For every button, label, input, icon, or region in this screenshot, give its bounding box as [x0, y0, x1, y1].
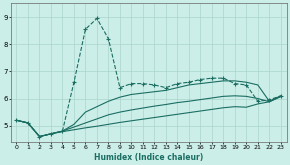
X-axis label: Humidex (Indice chaleur): Humidex (Indice chaleur)	[94, 152, 203, 162]
